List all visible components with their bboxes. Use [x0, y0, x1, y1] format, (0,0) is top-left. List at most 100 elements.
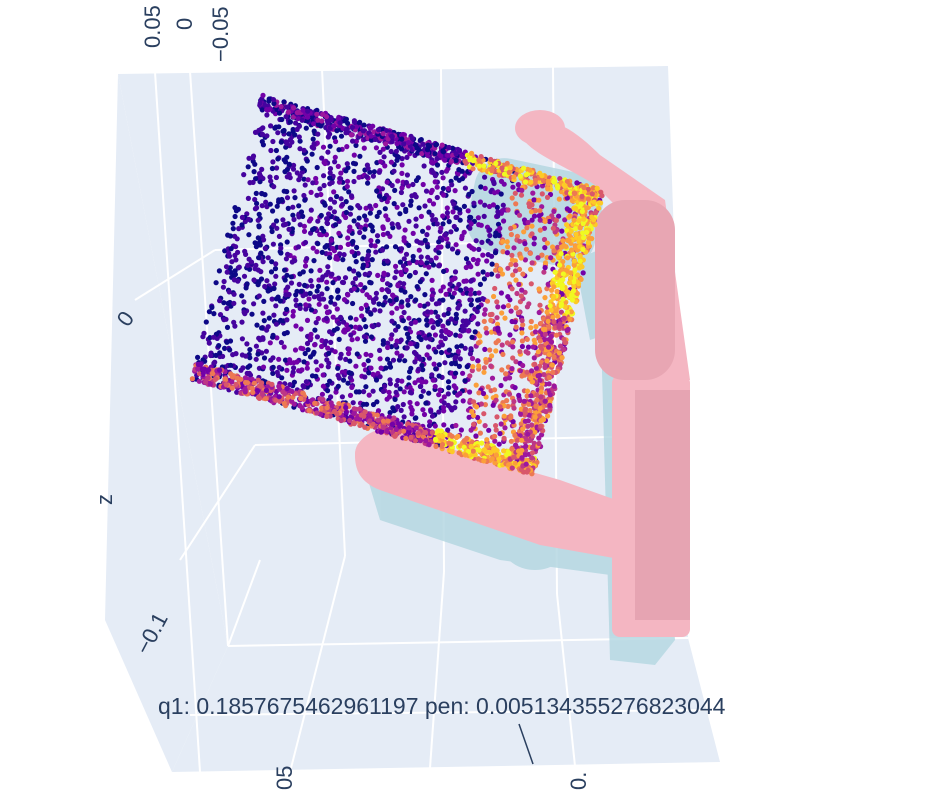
point	[379, 287, 385, 293]
point	[391, 168, 397, 174]
point	[444, 236, 450, 242]
point	[305, 177, 311, 183]
point	[386, 414, 392, 420]
point	[383, 141, 389, 147]
point	[555, 185, 561, 191]
point	[581, 189, 588, 195]
point	[536, 197, 542, 203]
point	[346, 228, 352, 234]
point	[269, 259, 275, 265]
point	[294, 126, 300, 132]
point	[571, 190, 577, 196]
point	[338, 133, 345, 139]
point	[304, 365, 310, 371]
point	[343, 130, 349, 136]
point	[539, 204, 545, 210]
point	[468, 427, 474, 433]
point	[539, 173, 545, 179]
point	[332, 154, 338, 160]
point	[284, 195, 291, 201]
point	[318, 191, 324, 198]
point	[341, 319, 347, 325]
point	[385, 340, 391, 346]
point	[453, 242, 459, 248]
point	[396, 224, 402, 230]
point	[434, 221, 440, 227]
point	[333, 222, 339, 228]
point	[481, 318, 487, 324]
point	[428, 318, 435, 324]
point	[279, 116, 285, 123]
point	[467, 389, 473, 395]
point	[336, 230, 342, 236]
point	[466, 243, 472, 249]
point	[525, 219, 531, 226]
point	[578, 201, 584, 207]
point	[341, 252, 347, 258]
point	[496, 441, 502, 447]
point	[463, 286, 469, 292]
point	[331, 199, 338, 205]
point	[238, 390, 244, 396]
point	[479, 440, 485, 446]
point	[334, 216, 340, 222]
point	[291, 188, 297, 194]
point	[220, 353, 226, 359]
point	[492, 446, 498, 452]
point	[481, 365, 487, 371]
point	[290, 204, 296, 210]
point	[385, 136, 391, 142]
point	[260, 142, 266, 148]
point	[300, 346, 306, 352]
point	[529, 368, 535, 374]
point	[537, 302, 543, 308]
point	[285, 205, 291, 211]
point	[481, 276, 487, 282]
point	[376, 169, 382, 175]
point	[330, 245, 336, 252]
point	[256, 335, 262, 341]
point	[410, 257, 416, 264]
point	[540, 178, 547, 184]
point	[327, 255, 333, 261]
point	[280, 389, 286, 395]
point	[336, 336, 342, 342]
point	[361, 234, 367, 240]
point	[330, 280, 336, 286]
point	[336, 320, 342, 326]
point	[521, 398, 527, 404]
point	[528, 393, 534, 399]
point	[392, 275, 398, 281]
point	[324, 405, 330, 411]
point	[540, 416, 547, 423]
point	[564, 206, 570, 212]
point	[244, 281, 250, 287]
point	[417, 240, 423, 246]
point	[423, 438, 429, 444]
point	[421, 303, 427, 309]
point	[484, 298, 491, 304]
point	[351, 152, 357, 158]
point	[377, 308, 383, 314]
point	[432, 173, 438, 179]
point	[416, 334, 422, 340]
point	[596, 205, 602, 211]
point	[397, 386, 403, 392]
point	[470, 256, 476, 263]
point	[551, 319, 557, 325]
point	[451, 290, 457, 296]
point	[347, 315, 354, 321]
point	[475, 321, 481, 327]
point	[423, 188, 430, 194]
point	[523, 246, 530, 252]
point	[547, 303, 553, 309]
point	[328, 196, 334, 202]
point	[217, 367, 223, 373]
point	[217, 350, 223, 356]
point	[380, 131, 386, 137]
point	[462, 185, 468, 191]
point	[236, 264, 242, 270]
point	[521, 165, 527, 171]
point	[362, 424, 368, 430]
